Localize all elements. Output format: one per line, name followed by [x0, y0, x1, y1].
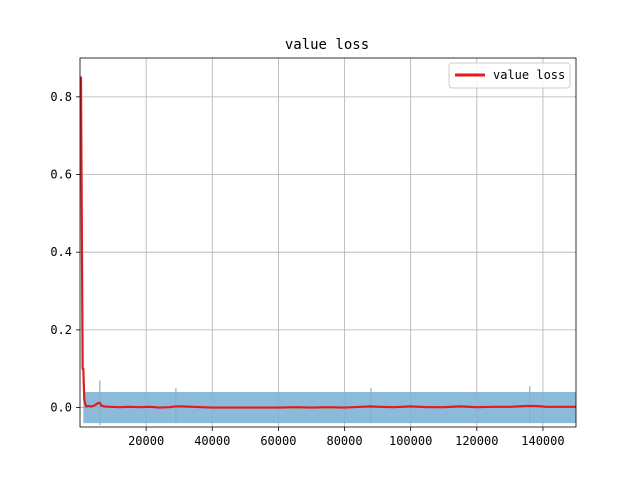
y-tick-label: 0.0	[50, 401, 72, 415]
legend: value loss	[448, 62, 571, 89]
y-axis-ticks: 0.0 0.2 0.4 0.6 0.8	[50, 90, 80, 415]
series-line-value-loss	[79, 76, 576, 409]
x-axis-ticks: 20000 40000 60000 80000 100000 120000 140000	[128, 427, 565, 448]
series-layer	[79, 76, 576, 409]
legend-box	[448, 62, 571, 89]
x-tick-label: 140000	[521, 434, 564, 448]
x-tick-label: 60000	[260, 434, 296, 448]
x-tick-label: 120000	[455, 434, 498, 448]
grid	[80, 58, 576, 427]
y-tick-label: 0.4	[50, 245, 72, 259]
y-tick-label: 0.2	[50, 323, 72, 337]
x-tick-label: 20000	[128, 434, 164, 448]
spread-band	[83, 380, 577, 426]
x-tick-label: 80000	[326, 434, 362, 448]
x-tick-label: 100000	[389, 434, 432, 448]
y-tick-label: 0.6	[50, 168, 72, 182]
x-tick-label: 40000	[194, 434, 230, 448]
legend-label-value-loss: value loss	[493, 68, 565, 82]
y-tick-label: 0.8	[50, 90, 72, 104]
plot-frame	[79, 57, 577, 428]
chart-title: value loss	[285, 37, 369, 53]
